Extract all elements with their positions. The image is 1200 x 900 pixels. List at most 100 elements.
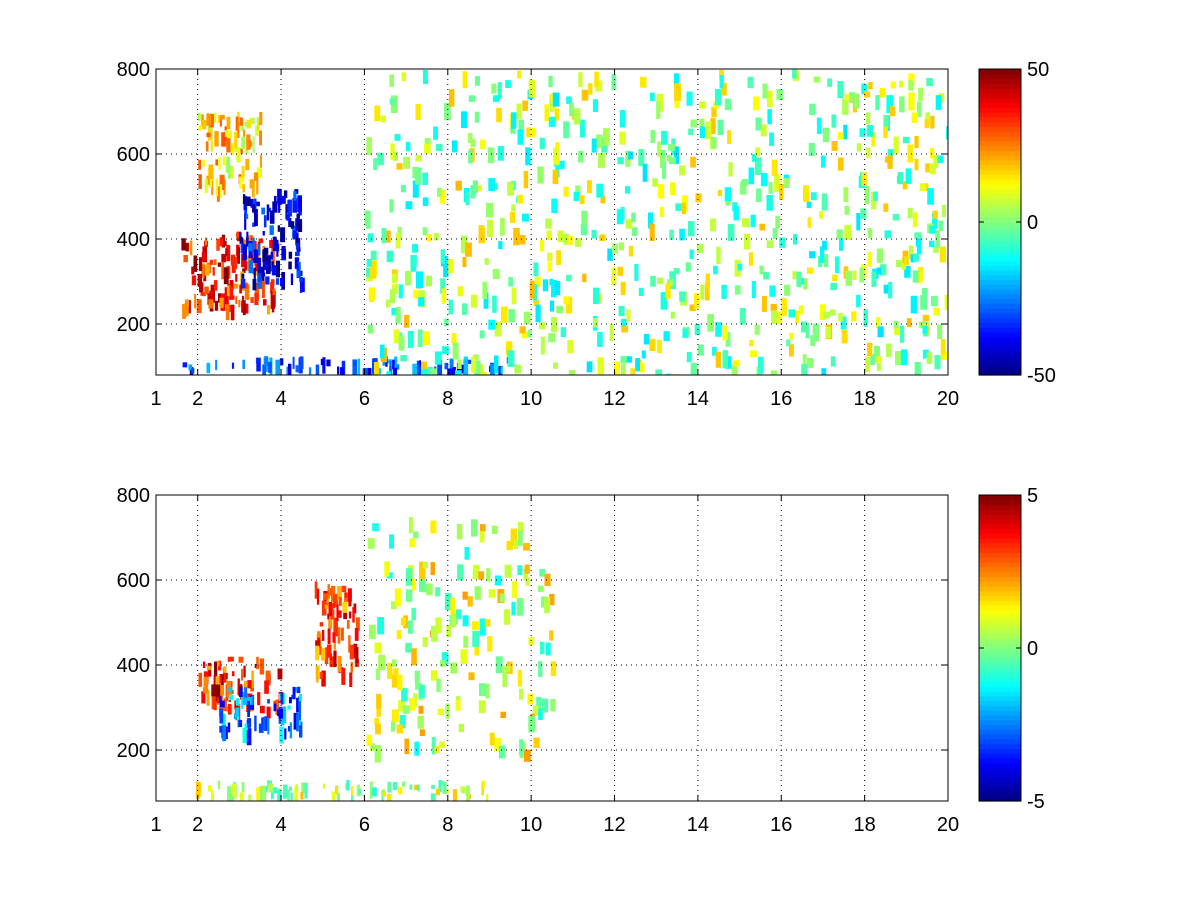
heatmap-cell bbox=[256, 167, 262, 179]
heatmap-cell bbox=[213, 675, 216, 693]
heatmap-cell bbox=[628, 245, 634, 257]
heatmap-cell bbox=[463, 635, 469, 648]
heatmap-cell bbox=[330, 609, 335, 620]
heatmap-cell bbox=[613, 361, 621, 375]
heatmap-cell bbox=[201, 263, 205, 278]
heatmap-cell bbox=[203, 676, 209, 694]
x-tick-label: 12 bbox=[603, 388, 625, 410]
heatmap-cell bbox=[663, 331, 670, 342]
heatmap-cell bbox=[499, 593, 505, 603]
heatmap-cell bbox=[669, 229, 674, 240]
heatmap-cell bbox=[550, 699, 556, 712]
heatmap-cell bbox=[218, 184, 223, 198]
colorbar-segment bbox=[979, 255, 1021, 261]
grid bbox=[156, 495, 948, 801]
heatmap-cell bbox=[511, 601, 516, 616]
heatmap-cell bbox=[254, 293, 259, 306]
heatmap-cell bbox=[820, 155, 826, 168]
heatmap-cell bbox=[710, 118, 716, 135]
heatmap-cell bbox=[196, 299, 202, 314]
heatmap-cell bbox=[431, 736, 436, 755]
colorbar-segment bbox=[979, 753, 1021, 759]
heatmap-cell bbox=[770, 304, 777, 311]
heatmap-cell bbox=[479, 618, 486, 636]
heatmap-cell bbox=[331, 585, 336, 602]
heatmap-cell bbox=[206, 665, 211, 671]
heatmap-cell bbox=[295, 242, 300, 250]
heatmap-cell bbox=[721, 284, 727, 299]
heatmap-cell bbox=[495, 656, 503, 674]
heatmap-cell bbox=[551, 198, 558, 214]
heatmap-cell bbox=[502, 665, 510, 672]
colorbar-segment bbox=[979, 566, 1021, 573]
heatmap-cell bbox=[246, 231, 249, 244]
colorbar-segment bbox=[979, 662, 1021, 668]
heatmap-cell bbox=[390, 143, 395, 160]
heatmap-cell bbox=[326, 644, 332, 658]
heatmap-cell bbox=[506, 341, 513, 356]
colorbar-segment bbox=[979, 336, 1021, 343]
heatmap-cell bbox=[459, 364, 464, 374]
heatmap-cell bbox=[742, 218, 749, 228]
heatmap-cell bbox=[430, 520, 437, 534]
heatmap-cell bbox=[211, 684, 217, 697]
heatmap-cell bbox=[938, 220, 943, 231]
heatmap-cell bbox=[259, 786, 263, 801]
heatmap-cell bbox=[436, 678, 441, 692]
heatmap-cell bbox=[675, 203, 682, 211]
heatmap-cell bbox=[805, 322, 810, 339]
heatmap-cell bbox=[547, 261, 552, 272]
heatmap-cell bbox=[462, 615, 469, 627]
heatmap-cell bbox=[204, 286, 209, 295]
heatmap-cell bbox=[262, 364, 266, 375]
colorbar-segment bbox=[979, 705, 1021, 711]
heatmap-cell bbox=[297, 219, 303, 232]
colorbar-segment bbox=[979, 274, 1021, 280]
heatmap-cell bbox=[314, 581, 318, 599]
heatmap-cell bbox=[219, 708, 224, 724]
heatmap-cell bbox=[751, 153, 757, 162]
colorbar-segment bbox=[979, 523, 1021, 530]
heatmap-cell bbox=[468, 95, 476, 102]
heatmap-cell bbox=[448, 259, 454, 273]
heatmap-cell bbox=[217, 780, 221, 790]
heatmap-cell bbox=[580, 224, 588, 236]
colorbar-segment bbox=[979, 714, 1021, 721]
heatmap-cell bbox=[856, 143, 862, 152]
x-tick-label: 6 bbox=[359, 814, 370, 836]
heatmap-cell bbox=[357, 358, 361, 375]
heatmap-cell bbox=[235, 698, 240, 706]
heatmap-cell bbox=[324, 647, 329, 665]
heatmap-cell bbox=[277, 225, 280, 232]
heatmap-cell bbox=[460, 111, 467, 129]
colorbar-segment bbox=[979, 681, 1021, 687]
heatmap-cell bbox=[553, 147, 560, 165]
colorbar-segment bbox=[979, 648, 1021, 654]
heatmap-cell bbox=[922, 314, 930, 322]
heatmap-cell bbox=[827, 78, 833, 87]
heatmap-cell bbox=[939, 246, 947, 263]
heatmap-cell bbox=[484, 258, 489, 265]
heatmap-cell bbox=[819, 304, 827, 320]
heatmap-cell bbox=[834, 256, 840, 274]
heatmap-cell bbox=[256, 176, 259, 195]
heatmap-cell bbox=[387, 781, 392, 793]
heatmap-cell bbox=[657, 184, 665, 199]
heatmap-cell bbox=[650, 92, 655, 102]
heatmap-cell bbox=[355, 647, 359, 664]
heatmap-cell bbox=[244, 148, 249, 154]
heatmap-cell bbox=[631, 212, 636, 223]
heatmap-cell bbox=[438, 741, 445, 748]
heatmap-cell bbox=[557, 230, 564, 243]
heatmap-cell bbox=[219, 174, 225, 191]
heatmap-cell bbox=[575, 185, 581, 196]
colorbar-segment bbox=[979, 183, 1021, 190]
heatmap-cell bbox=[494, 575, 502, 586]
heatmap-cell bbox=[419, 561, 426, 580]
heatmap-cell bbox=[257, 273, 262, 282]
heatmap-cell bbox=[884, 230, 891, 239]
heatmap-cell bbox=[245, 282, 248, 289]
heatmap-cell bbox=[244, 213, 247, 230]
heatmap-cell bbox=[582, 273, 587, 283]
heatmap-cell bbox=[222, 725, 226, 742]
